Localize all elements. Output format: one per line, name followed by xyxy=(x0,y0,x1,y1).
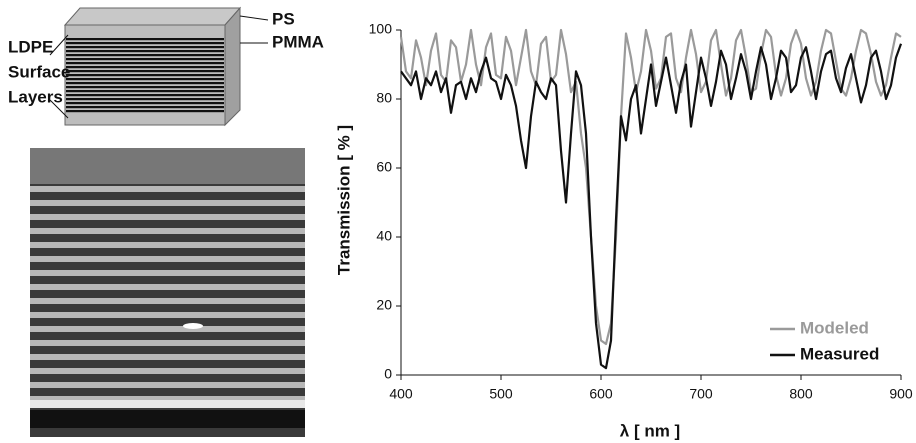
band xyxy=(30,214,305,220)
legend-label: Measured xyxy=(800,344,879,363)
x-tick-label: 500 xyxy=(489,386,513,402)
layer xyxy=(66,98,224,101)
band xyxy=(30,284,305,290)
chart: λ [ nm ] Transmission [ % ] 0 20 40 60 80 100… xyxy=(334,21,912,441)
band xyxy=(30,326,305,332)
layer xyxy=(66,66,224,69)
layer xyxy=(66,102,224,105)
arrow xyxy=(49,99,69,119)
micrograph-spot xyxy=(183,323,203,329)
layer xyxy=(66,82,224,85)
layer xyxy=(66,54,224,57)
band xyxy=(30,228,305,234)
surface-label: Layers xyxy=(8,87,63,106)
stack-layers xyxy=(66,38,224,113)
surface-label: LDPE xyxy=(8,37,53,56)
y-tick-label: 100 xyxy=(369,21,393,37)
y-tick-label: 40 xyxy=(376,228,392,244)
layer xyxy=(66,90,224,93)
layer xyxy=(66,58,224,61)
micrograph-background xyxy=(30,148,305,437)
band xyxy=(30,396,305,402)
pmma-label: PMMA xyxy=(272,32,324,51)
band xyxy=(30,400,305,408)
y-tick-label: 60 xyxy=(376,159,392,175)
band xyxy=(30,148,305,184)
x-axis-title: λ [ nm ] xyxy=(620,421,680,440)
band xyxy=(30,242,305,248)
stack-diagram: PS PMMA LDPE Surface Layers xyxy=(8,6,324,127)
x-tick-label: 800 xyxy=(789,386,813,402)
band xyxy=(30,298,305,304)
stack-side xyxy=(224,6,241,127)
band xyxy=(30,340,305,346)
band xyxy=(30,200,305,206)
layer xyxy=(66,110,224,113)
band xyxy=(30,270,305,276)
layer xyxy=(66,42,224,45)
layer xyxy=(66,70,224,73)
ps-label: PS xyxy=(272,9,295,28)
y-tick-label: 20 xyxy=(376,297,392,313)
layer xyxy=(66,74,224,77)
arrow xyxy=(239,15,269,21)
x-tick-label: 700 xyxy=(689,386,713,402)
layer xyxy=(66,50,224,53)
data-line xyxy=(400,43,903,370)
y-tick-label: 0 xyxy=(384,366,392,382)
band xyxy=(30,186,305,192)
layer xyxy=(66,94,224,97)
stack-top xyxy=(63,7,242,26)
legend-label: Modeled xyxy=(800,318,869,337)
y-tick-label: 80 xyxy=(376,90,392,106)
layer xyxy=(66,46,224,49)
arrow xyxy=(49,34,69,56)
band xyxy=(30,312,305,318)
y-axis-title: Transmission [ % ] xyxy=(334,125,353,275)
layer xyxy=(66,38,224,41)
band xyxy=(30,354,305,360)
micrograph xyxy=(30,148,305,437)
band xyxy=(30,256,305,262)
layer xyxy=(66,86,224,89)
layer xyxy=(66,62,224,65)
data-line xyxy=(399,28,902,346)
layer xyxy=(66,78,224,81)
micrograph-bands xyxy=(30,148,305,428)
band xyxy=(30,410,305,428)
band xyxy=(30,368,305,374)
surface-label: Surface xyxy=(8,62,70,81)
layer xyxy=(66,106,224,109)
x-tick-label: 600 xyxy=(589,386,613,402)
x-tick-label: 400 xyxy=(389,386,413,402)
x-tick-label: 900 xyxy=(889,386,913,402)
band xyxy=(30,382,305,388)
